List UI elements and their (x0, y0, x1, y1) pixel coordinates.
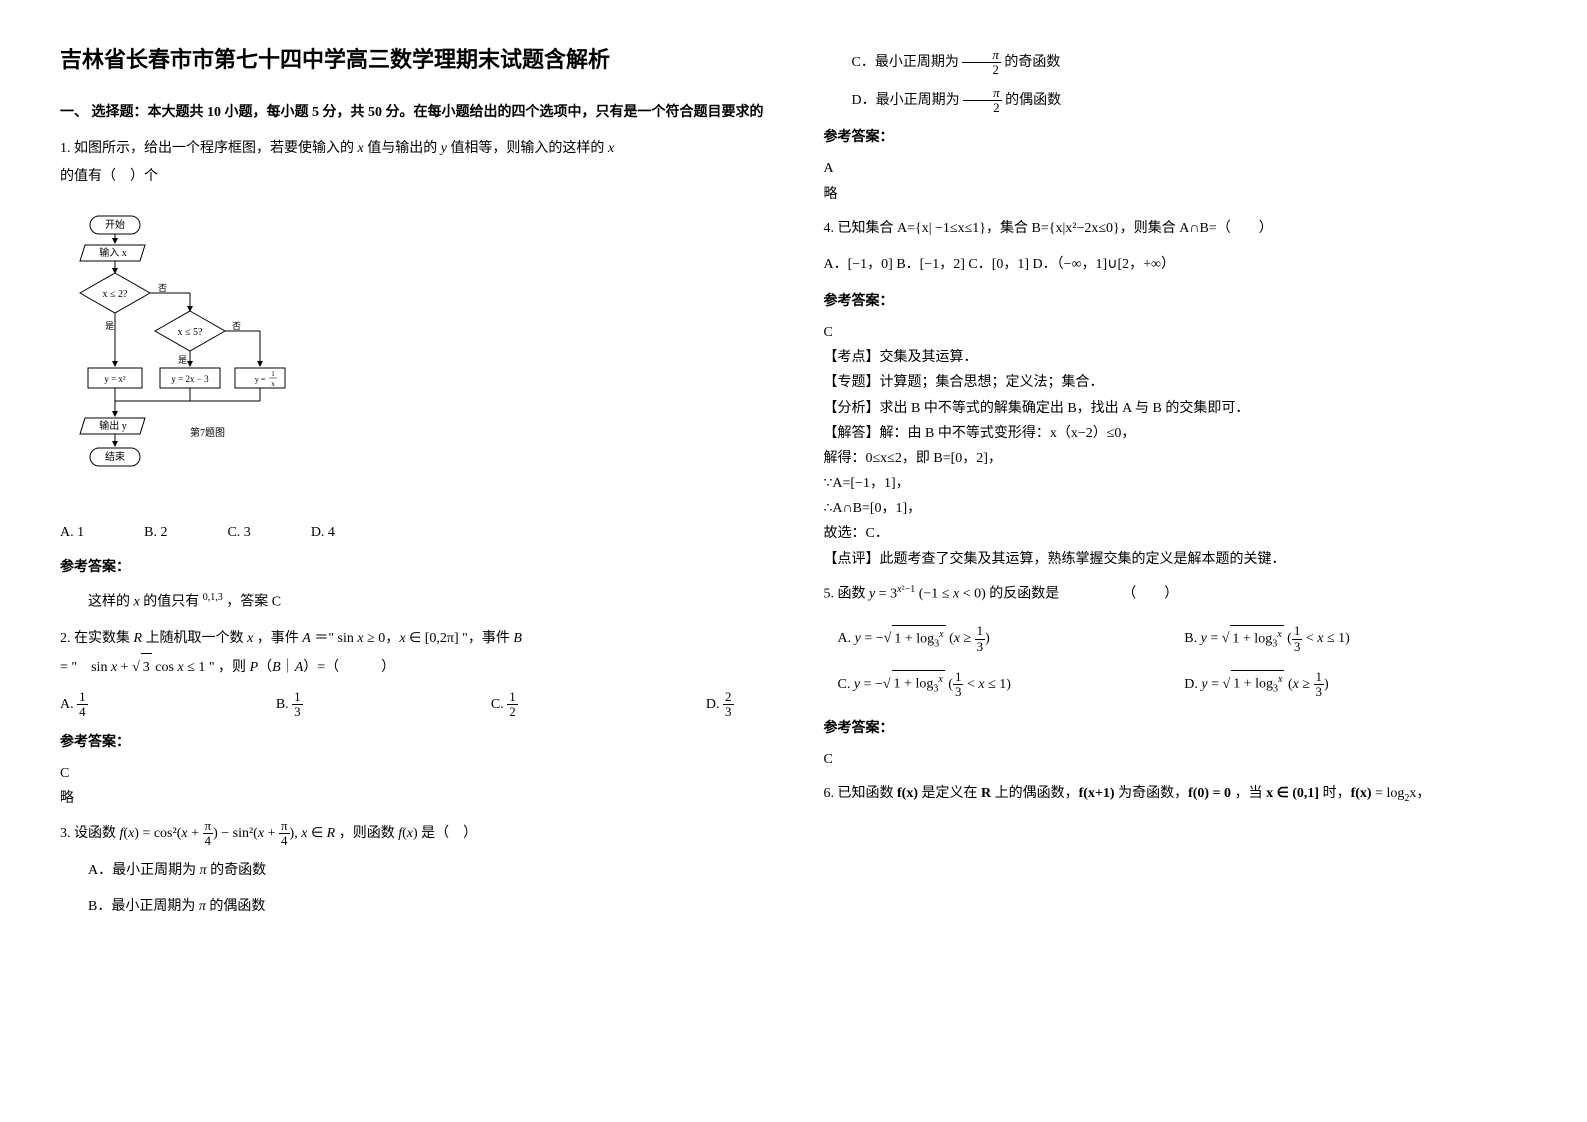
q1-text2: 值与输出的 (367, 141, 441, 156)
q5-answer: C (824, 747, 1528, 772)
svg-text:1: 1 (271, 370, 275, 378)
q1-text4: 的值有（ ）个 (60, 169, 158, 184)
q1-opt-c: C. 3 (227, 520, 250, 545)
q5-opt-c: C. y = −1 + log3x (13 < x ≤ 1) (824, 670, 1171, 700)
q3-answer2: 略 (824, 182, 1528, 207)
q4-a5: 解得：0≤x≤2，即 B=[0，2]， (824, 446, 1528, 471)
flow-output: 输出 y (99, 419, 127, 432)
problem-3: 3. 设函数 f(x) = cos²(x + π4) − sin²(x + π4… (60, 819, 764, 849)
q1-opt-d: D. 4 (311, 520, 335, 545)
q1-text3: 值相等，则输入的这样的 (450, 141, 608, 156)
q4-a7: ∴A∩B=[0，1]， (824, 496, 1528, 521)
right-column: C．最小正周期为 π2 的奇函数 D．最小正周期为 π2 的偶函数 参考答案： … (824, 40, 1528, 929)
q3-answer1: A (824, 156, 1528, 181)
q1-options: A. 1 B. 2 C. 3 D. 4 (60, 520, 764, 545)
problem-4: 4. 已知集合 A={x| −1≤x≤1}，集合 B={x|x²−2x≤0}，则… (824, 215, 1528, 243)
q3-opt-a: A．最小正周期为 π 的奇函数 (60, 857, 764, 885)
problem-2: 2. 在实数集 R 上随机取一个数 x ，事件 A ＝" sin x ≥ 0，x… (60, 625, 764, 682)
q2-options: A. 14 B. 13 C. 12 D. 23 (60, 690, 764, 720)
flow-yes2: 是 (178, 355, 187, 365)
q5-row2: C. y = −1 + log3x (13 < x ≤ 1) D. y = 1 … (824, 670, 1528, 700)
flow-box1: y = x² (104, 374, 126, 384)
page-title: 吉林省长春市市第七十四中学高三数学理期末试题含解析 (60, 40, 764, 80)
flow-start: 开始 (105, 218, 125, 231)
q5-opt-a: A. y = −1 + log3x (x ≥ 13) (824, 624, 1171, 654)
q5-row1: A. y = −1 + log3x (x ≥ 13) B. y = 1 + lo… (824, 624, 1528, 654)
q5-opt-d: D. y = 1 + log3x (x ≥ 13) (1170, 670, 1517, 700)
q2-text1: 2. 在实数集 R 上随机取一个数 x ，事件 A ＝" sin x ≥ 0，x… (60, 625, 764, 653)
problem-5: 5. 函数 y = 3x²−1 (−1 ≤ x < 0) 的反函数是 （ ） (824, 580, 1528, 609)
flow-cond1: x ≤ 2? (103, 289, 128, 300)
q1-opt-b: B. 2 (144, 520, 167, 545)
q2-opt-a: A. 14 (60, 690, 88, 720)
flow-no2: 否 (232, 321, 241, 331)
page: 吉林省长春市市第七十四中学高三数学理期末试题含解析 一、 选择题：本大题共 10… (60, 40, 1527, 929)
q4-a2: 【专题】计算题；集合思想；定义法；集合． (824, 370, 1528, 395)
q1-text1: 1. 如图所示，给出一个程序框图，若要使输入的 (60, 141, 358, 156)
flow-box2: y = 2x − 3 (171, 374, 209, 384)
q2-answer1: C (60, 761, 764, 786)
q2-opt-d: D. 23 (706, 690, 734, 720)
flow-yes1: 是 (105, 321, 114, 331)
q4-a3: 【分析】求出 B 中不等式的解集确定出 B，找出 A 与 B 的交集即可． (824, 396, 1528, 421)
q4-a6: ∵A=[−1，1]， (824, 471, 1528, 496)
q3-opt-c: C．最小正周期为 π2 的奇函数 (824, 48, 1528, 78)
q3-answer-label: 参考答案： (824, 125, 1528, 150)
svg-text:y =: y = (255, 375, 266, 384)
left-column: 吉林省长春市市第七十四中学高三数学理期末试题含解析 一、 选择题：本大题共 10… (60, 40, 764, 929)
svg-text:x: x (271, 380, 275, 388)
q5-answer-label: 参考答案： (824, 716, 1528, 741)
problem-1: 1. 如图所示，给出一个程序框图，若要使输入的 x 值与输出的 y 值相等，则输… (60, 135, 764, 191)
flowchart-diagram: 开始 输入 x x ≤ 2? 否 x ≤ 5? 否 是 是 y = (60, 211, 320, 491)
q1-opt-a: A. 1 (60, 520, 84, 545)
flow-end: 结束 (105, 450, 125, 463)
flow-cond2: x ≤ 5? (178, 327, 203, 338)
q2-answer2: 略 (60, 786, 764, 811)
flow-no1: 否 (158, 283, 167, 293)
q4-a4: 【解答】解：由 B 中不等式变形得：x（x−2）≤0， (824, 421, 1528, 446)
q2-opt-c: C. 12 (491, 690, 518, 720)
problem-6: 6. 已知函数 f(x) 是定义在 R 上的偶函数，f(x+1) 为奇函数，f(… (824, 780, 1528, 809)
q2-opt-b: B. 13 (276, 690, 303, 720)
section-header: 一、 选择题：本大题共 10 小题，每小题 5 分，共 50 分。在每小题给出的… (60, 100, 764, 125)
q3-opt-d: D．最小正周期为 π2 的偶函数 (824, 86, 1528, 116)
q4-a1: 【考点】交集及其运算． (824, 345, 1528, 370)
q2-answer-label: 参考答案： (60, 730, 764, 755)
q4-answer: C (824, 320, 1528, 345)
q5-opt-b: B. y = 1 + log3x (13 < x ≤ 1) (1170, 624, 1517, 654)
q4-answer-label: 参考答案： (824, 289, 1528, 314)
q4-a8: 故选：C． (824, 521, 1528, 546)
q3-opt-b: B．最小正周期为 π 的偶函数 (60, 893, 764, 921)
flow-note: 第7题图 (190, 426, 225, 439)
q1-answer-label: 参考答案： (60, 555, 764, 580)
q4-a9: 【点评】此题考查了交集及其运算，熟练掌握交集的定义是解本题的关键． (824, 547, 1528, 572)
q1-answer: 这样的 x 的值只有 0,1,3 ，答案 C (60, 588, 764, 617)
flow-input: 输入 x (99, 246, 127, 259)
q2-text2: = " sin x + 3 cos x ≤ 1 " ，则 P（B｜A）=（ ） (60, 653, 764, 682)
q4-opts: A．[−1，0] B．[−1，2] C．[0，1] D．（−∞，1]∪[2，+∞… (824, 251, 1528, 279)
